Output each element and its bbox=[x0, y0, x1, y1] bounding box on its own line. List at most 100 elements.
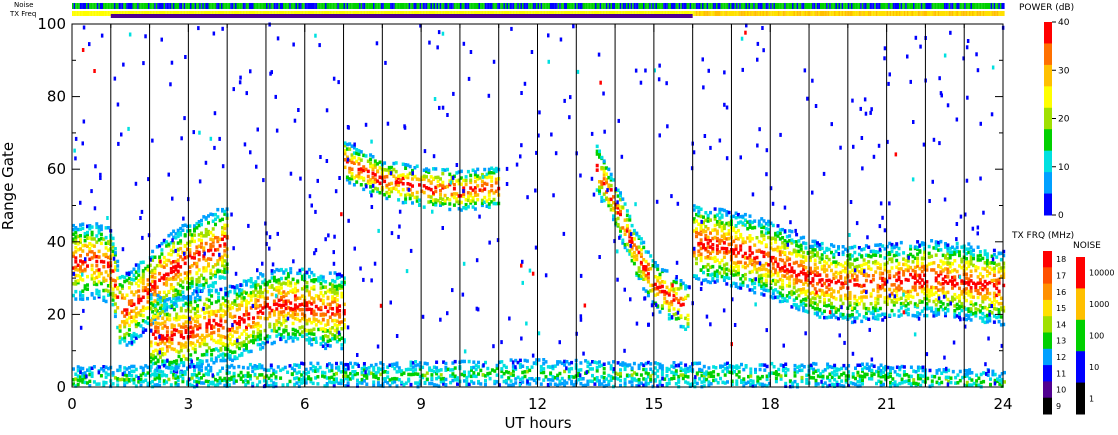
echo-cell bbox=[778, 299, 782, 304]
echo-cell bbox=[154, 307, 158, 312]
echo-cell bbox=[934, 253, 938, 257]
txfreq-strip-cell bbox=[875, 11, 878, 16]
echo-cell bbox=[179, 308, 183, 313]
echo-cell bbox=[219, 287, 223, 292]
echo-cell bbox=[711, 272, 715, 276]
echo-cell bbox=[333, 288, 337, 292]
echo-cell bbox=[193, 296, 197, 300]
echo-cell bbox=[823, 315, 826, 320]
txfreq-strip-cell bbox=[309, 11, 311, 16]
echo-cell bbox=[342, 302, 346, 307]
echo-cell bbox=[876, 313, 880, 317]
noise-strip-cell bbox=[430, 3, 432, 9]
echo-cell bbox=[331, 278, 335, 283]
echo-cell bbox=[88, 236, 92, 240]
echo-cell bbox=[81, 222, 85, 226]
echo-cell bbox=[878, 263, 882, 267]
echo-cell bbox=[76, 242, 80, 246]
echo-cell bbox=[404, 163, 408, 167]
echo-cell bbox=[674, 296, 678, 301]
echo-cell bbox=[345, 147, 349, 151]
noise-strip-cell bbox=[252, 3, 254, 9]
echo-cell bbox=[130, 320, 134, 324]
noise-strip-cell bbox=[801, 3, 803, 9]
echo-cell bbox=[179, 330, 183, 334]
echo-cell bbox=[480, 188, 484, 193]
echo-cell bbox=[656, 292, 660, 296]
echo-cell bbox=[771, 289, 775, 293]
echo-cell bbox=[376, 187, 380, 191]
noise-strip-cell bbox=[616, 3, 619, 9]
echo-cell bbox=[161, 347, 165, 351]
echo-cell bbox=[623, 218, 627, 222]
echo-cell bbox=[483, 187, 487, 191]
echo-cell bbox=[953, 315, 957, 319]
echo-cell bbox=[310, 342, 314, 347]
echo-cell bbox=[820, 264, 824, 269]
echo-cell bbox=[182, 336, 186, 340]
txfreq-strip-cell bbox=[684, 11, 687, 16]
noise-strip-cell bbox=[266, 3, 268, 9]
echo-cell bbox=[855, 274, 859, 278]
echo-cell bbox=[238, 294, 241, 298]
echo-cell bbox=[450, 192, 454, 197]
echo-cell bbox=[753, 264, 757, 268]
noise-strip-cell bbox=[937, 3, 940, 9]
echo-cell bbox=[217, 309, 221, 313]
echo-cell bbox=[841, 252, 845, 257]
echo-cell bbox=[948, 261, 952, 266]
echo-cell bbox=[909, 272, 913, 277]
echo-cell bbox=[797, 288, 801, 292]
echo-cell bbox=[764, 261, 768, 266]
echo-cell bbox=[184, 328, 188, 333]
echo-cell bbox=[695, 276, 698, 280]
echo-cell bbox=[827, 287, 831, 292]
echo-cell bbox=[193, 256, 196, 260]
echo-cell bbox=[750, 220, 754, 225]
echo-cell bbox=[941, 307, 945, 312]
echo-cell bbox=[630, 254, 634, 258]
echo-cell bbox=[732, 266, 736, 270]
echo-cell bbox=[371, 171, 375, 176]
echo-cell bbox=[175, 315, 179, 320]
noise-strip-cell bbox=[189, 3, 192, 9]
txfreq-strip-cell bbox=[221, 11, 223, 16]
echo-cell bbox=[252, 320, 255, 325]
echo-cell bbox=[204, 268, 208, 273]
txfreq-strip-cell bbox=[635, 11, 637, 16]
noise-strip-cell bbox=[362, 3, 364, 9]
echo-cell bbox=[897, 275, 901, 279]
echo-cell bbox=[205, 334, 209, 338]
txfreq-strip-cell bbox=[615, 11, 617, 16]
echo-cell bbox=[927, 291, 931, 295]
echo-cell bbox=[183, 244, 187, 248]
noise-strip-cell bbox=[902, 3, 904, 9]
echo-cell bbox=[195, 286, 199, 291]
echo-cell bbox=[162, 265, 166, 269]
echo-cell bbox=[141, 313, 145, 318]
echo-cell bbox=[757, 222, 761, 226]
echo-cell bbox=[328, 287, 332, 292]
echo-cell bbox=[233, 285, 237, 290]
echo-cell bbox=[781, 245, 785, 249]
echo-cell bbox=[748, 225, 752, 229]
echo-cell bbox=[340, 280, 344, 285]
echo-cell bbox=[179, 306, 183, 311]
echo-cell bbox=[168, 340, 172, 344]
echo-cell bbox=[282, 314, 286, 318]
txfreq-strip-cell bbox=[171, 11, 173, 16]
noise-strip-cell bbox=[342, 3, 344, 9]
echo-cell bbox=[242, 348, 246, 352]
noise-strip-cell bbox=[124, 3, 127, 9]
noise-strip-cell bbox=[920, 3, 923, 9]
echo-cell bbox=[312, 278, 316, 282]
echo-cell bbox=[335, 339, 339, 344]
echo-cell bbox=[439, 189, 442, 193]
echo-cell bbox=[186, 271, 189, 275]
txfreq-strip-cell bbox=[802, 11, 805, 16]
echo-cell bbox=[148, 270, 152, 274]
echo-cell bbox=[132, 278, 136, 282]
noise-strip-cell bbox=[945, 3, 948, 9]
echo-cell bbox=[609, 208, 613, 212]
echo-cell bbox=[221, 309, 225, 313]
